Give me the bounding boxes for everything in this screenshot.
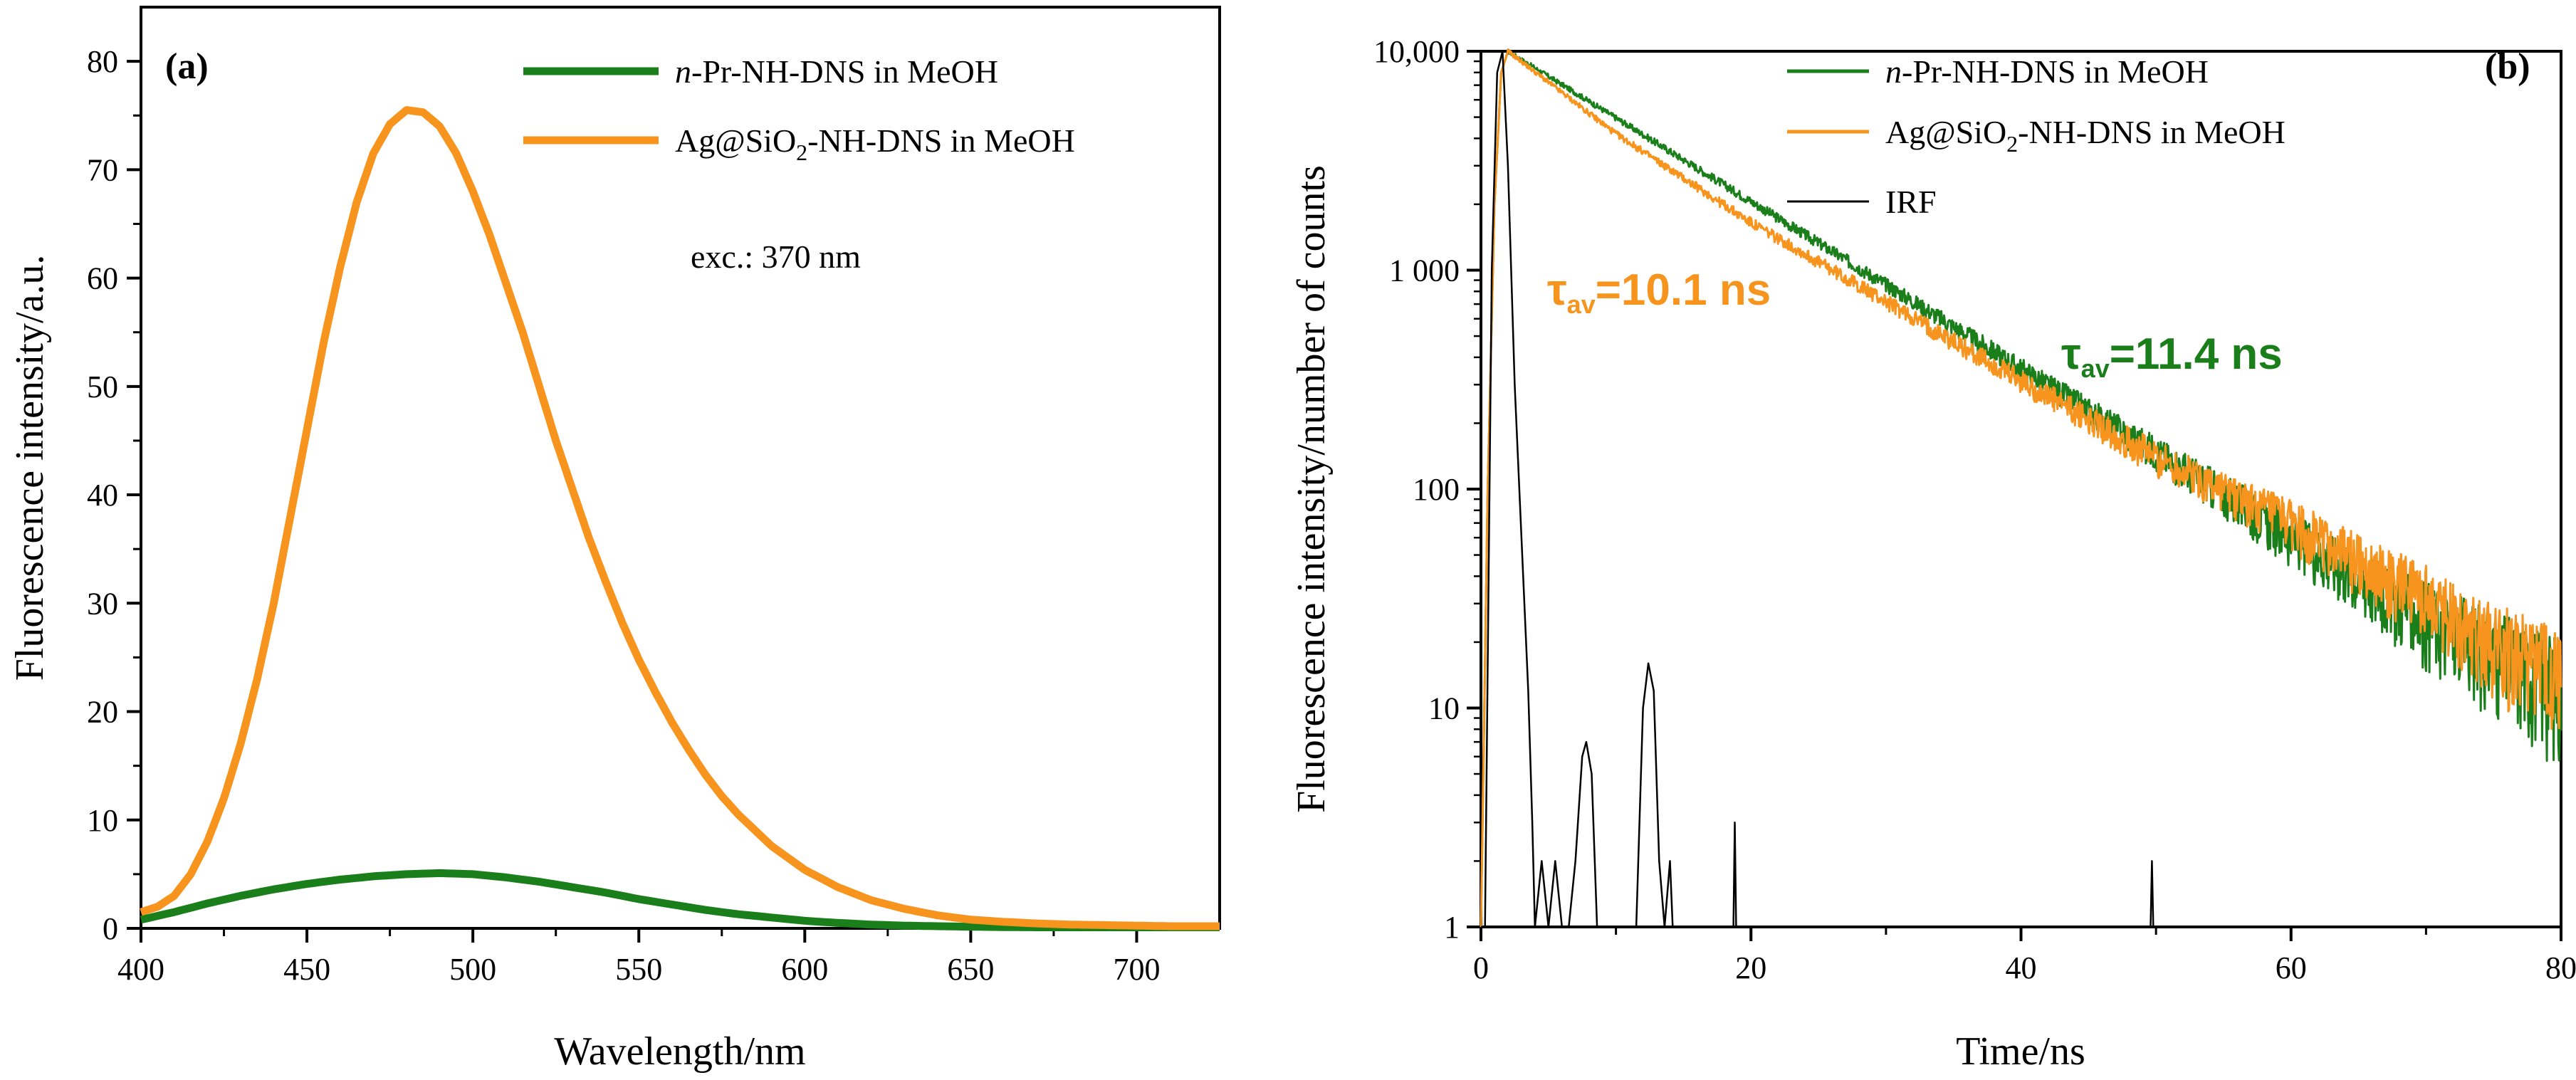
panel-b-x-axis-title: Time/ns [1956,1029,2085,1074]
panel-b-y-axis-title: Fluorescence intensity/number of counts [1289,165,1334,813]
a-x-tick-label: 400 [117,952,164,987]
panel-b-tick-labels: 0 20 40 60 80 1 10 100 1 000 10,000 [1373,34,2576,985]
a-x-tick-label: 450 [283,952,330,987]
a-series-line-0 [140,869,1220,931]
a-x-tick-label: 550 [615,952,662,987]
a-y-tick-label: 70 [87,152,118,187]
a-y-tick-label: 0 [103,911,118,946]
a-y-tick-label: 60 [87,261,118,296]
panel-b-plot-frame [1480,50,2562,928]
b-y-tick-label: 10 [1428,691,1460,726]
panel-a-x-axis-title: Wavelength/nm [554,1029,805,1074]
b-x-tick-label: 20 [1735,950,1766,985]
legend-b-label-irf: IRF [1885,184,1937,220]
panel-b-decay: 0 20 40 60 80 1 10 100 1 000 10,000 (b) n-Pr-NH-D… [1289,34,2576,1074]
b-y-tick-label: 1 000 [1389,253,1460,288]
tau-annotation-orange: τav=10.1 ns [1547,266,1771,319]
a-y-tick-label: 10 [87,803,118,838]
panel-a-y-axis-title: Fluorescence intensity/a.u. [8,255,52,681]
panel-a-plot-frame [140,6,1221,930]
b-x-tick-label: 60 [2276,950,2307,985]
b-y-tick-label: 1 [1444,910,1460,945]
a-x-tick-label: 650 [947,952,994,987]
b-x-tick-label: 40 [2006,950,2037,985]
b-x-tick-label: 80 [2545,950,2576,985]
legend-a-label-orange: Ag@SiO2-NH-DNS in MeOH [675,122,1075,165]
b-series-line-1 [1480,48,2562,928]
b-x-tick-label: 0 [1473,950,1489,985]
panel-a-legend: n-Pr-NH-DNS in MeOH Ag@SiO2-NH-DNS in Me… [523,53,1075,165]
a-x-tick-label: 500 [449,952,496,987]
b-y-tick-label: 100 [1413,472,1460,507]
panel-b-ticks [1467,50,2562,941]
panel-a-series-group [140,106,1220,931]
b-series-line-0 [1480,48,2562,928]
panel-a-ticks [127,60,1138,943]
panel-b-series-group [1480,48,2562,928]
a-y-tick-label: 50 [87,369,118,404]
a-y-tick-label: 80 [87,44,118,79]
a-x-tick-label: 600 [781,952,828,987]
panel-a-label: (a) [165,46,209,87]
panel-a-tick-labels: 400 450 500 550 600 650 700 0 10 20 30 40 50 60 70 80 [87,44,1160,987]
a-x-tick-label: 700 [1113,952,1160,987]
panel-b-legend: n-Pr-NH-DNS in MeOH Ag@SiO2-NH-DNS in Me… [1787,53,2286,220]
legend-b-label-orange: Ag@SiO2-NH-DNS in MeOH [1885,114,2286,157]
panel-a-spectra: 400 450 500 550 600 650 700 0 10 20 30 40 50 60 70 80 (… [8,6,1221,1074]
a-y-tick-label: 20 [87,695,118,730]
panel-a-excitation-note: exc.: 370 nm [691,238,861,275]
panel-b-label: (b) [2485,46,2530,87]
a-y-tick-label: 40 [87,478,118,513]
a-series-line-1 [140,106,1220,930]
a-y-tick-label: 30 [87,586,118,621]
tau-annotation-green: τav=11.4 ns [2061,330,2283,383]
legend-b-label-green: n-Pr-NH-DNS in MeOH [1885,53,2209,90]
legend-a-label-green: n-Pr-NH-DNS in MeOH [675,53,998,90]
b-series-line-irf [1481,50,2561,928]
b-y-tick-label: 10,000 [1373,34,1460,69]
